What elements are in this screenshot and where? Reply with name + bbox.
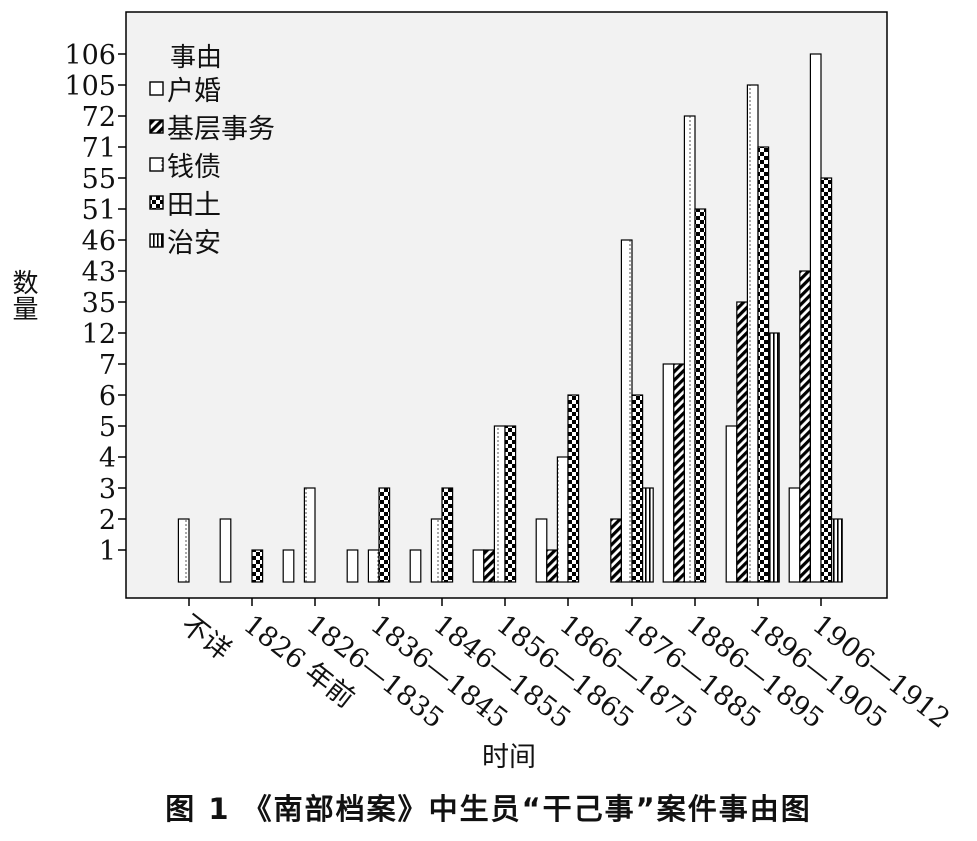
bar-open — [662, 363, 675, 583]
bar-open — [535, 518, 548, 583]
y-axis-label: 数量 — [8, 269, 38, 321]
y-tick-label: 12 — [82, 319, 116, 350]
bar-diagonal — [546, 549, 558, 583]
y-tick-label: 55 — [82, 164, 116, 195]
y-tick-label: 35 — [82, 288, 116, 319]
bar-dotted — [430, 518, 443, 583]
bar-dotted — [620, 239, 633, 583]
y-tick-label: 72 — [82, 102, 116, 133]
y-tick-label: 46 — [82, 226, 116, 257]
bar-checker — [631, 394, 644, 583]
bar-checker — [504, 425, 517, 583]
x-tick-label: 不详 — [175, 609, 237, 667]
y-tick-label: 1 — [99, 536, 116, 567]
bar-open — [346, 549, 359, 583]
legend-swatch — [149, 81, 164, 96]
legend-swatch — [149, 157, 164, 172]
y-tick-label: 106 — [64, 40, 116, 71]
y-tick-label: 7 — [99, 350, 116, 381]
bar-open — [282, 549, 295, 583]
bar-vertical — [767, 332, 780, 583]
bar-checker — [251, 549, 264, 583]
bar-dotted — [683, 115, 696, 583]
bar-dotted — [746, 84, 759, 583]
bar-diagonal — [673, 363, 685, 583]
y-tick-label: 2 — [99, 505, 116, 536]
legend-label: 钱债 — [167, 152, 221, 183]
bar-open — [409, 549, 422, 583]
bar-dotted — [177, 518, 190, 583]
y-tick-label: 5 — [99, 412, 116, 443]
bar-open — [788, 487, 801, 583]
y-tick-label: 4 — [99, 443, 116, 474]
bar-checker — [441, 487, 454, 583]
legend-swatch — [149, 233, 164, 248]
x-axis-label: 时间 — [482, 742, 536, 773]
x-axis: 不详 1826 年前1826—18351836—18451846—18551856… — [175, 598, 955, 735]
bar-dotted — [367, 549, 380, 583]
bar-diagonal — [736, 301, 748, 583]
bar-checker — [567, 394, 580, 583]
bar-diagonal — [483, 549, 495, 583]
legend-label: 基层事务 — [167, 114, 275, 145]
y-tick-label: 105 — [64, 71, 116, 102]
bar-checker — [694, 208, 707, 583]
y-tick-label: 6 — [99, 381, 116, 412]
legend-label: 户婚 — [167, 76, 221, 107]
bars — [177, 53, 843, 583]
legend-title: 事由 — [170, 43, 222, 73]
bar-dotted — [556, 456, 569, 583]
bar-vertical — [830, 518, 843, 583]
bar-diagonal — [610, 518, 622, 583]
y-tick-label: 43 — [82, 257, 116, 288]
bar-dotted — [303, 487, 316, 583]
bar-dotted — [809, 53, 822, 583]
bar-vertical — [641, 487, 654, 583]
bar-open — [219, 518, 232, 583]
bar-open — [725, 425, 738, 583]
bar-dotted — [493, 425, 506, 583]
bar-checker — [378, 487, 391, 583]
y-tick-label: 3 — [99, 474, 116, 505]
bar-checker — [820, 177, 833, 583]
figure-caption: 图 1 《南部档案》中生员“干己事”案件事由图 — [165, 792, 812, 826]
legend-label: 治安 — [167, 228, 221, 259]
bar-diagonal — [799, 270, 811, 583]
bar-checker — [757, 146, 770, 583]
y-tick-label: 71 — [82, 133, 116, 164]
legend-label: 田土 — [167, 190, 221, 221]
y-tick-label: 51 — [82, 195, 116, 226]
bar-open — [472, 549, 485, 583]
legend-swatch — [149, 195, 164, 210]
legend-swatch — [149, 119, 164, 134]
